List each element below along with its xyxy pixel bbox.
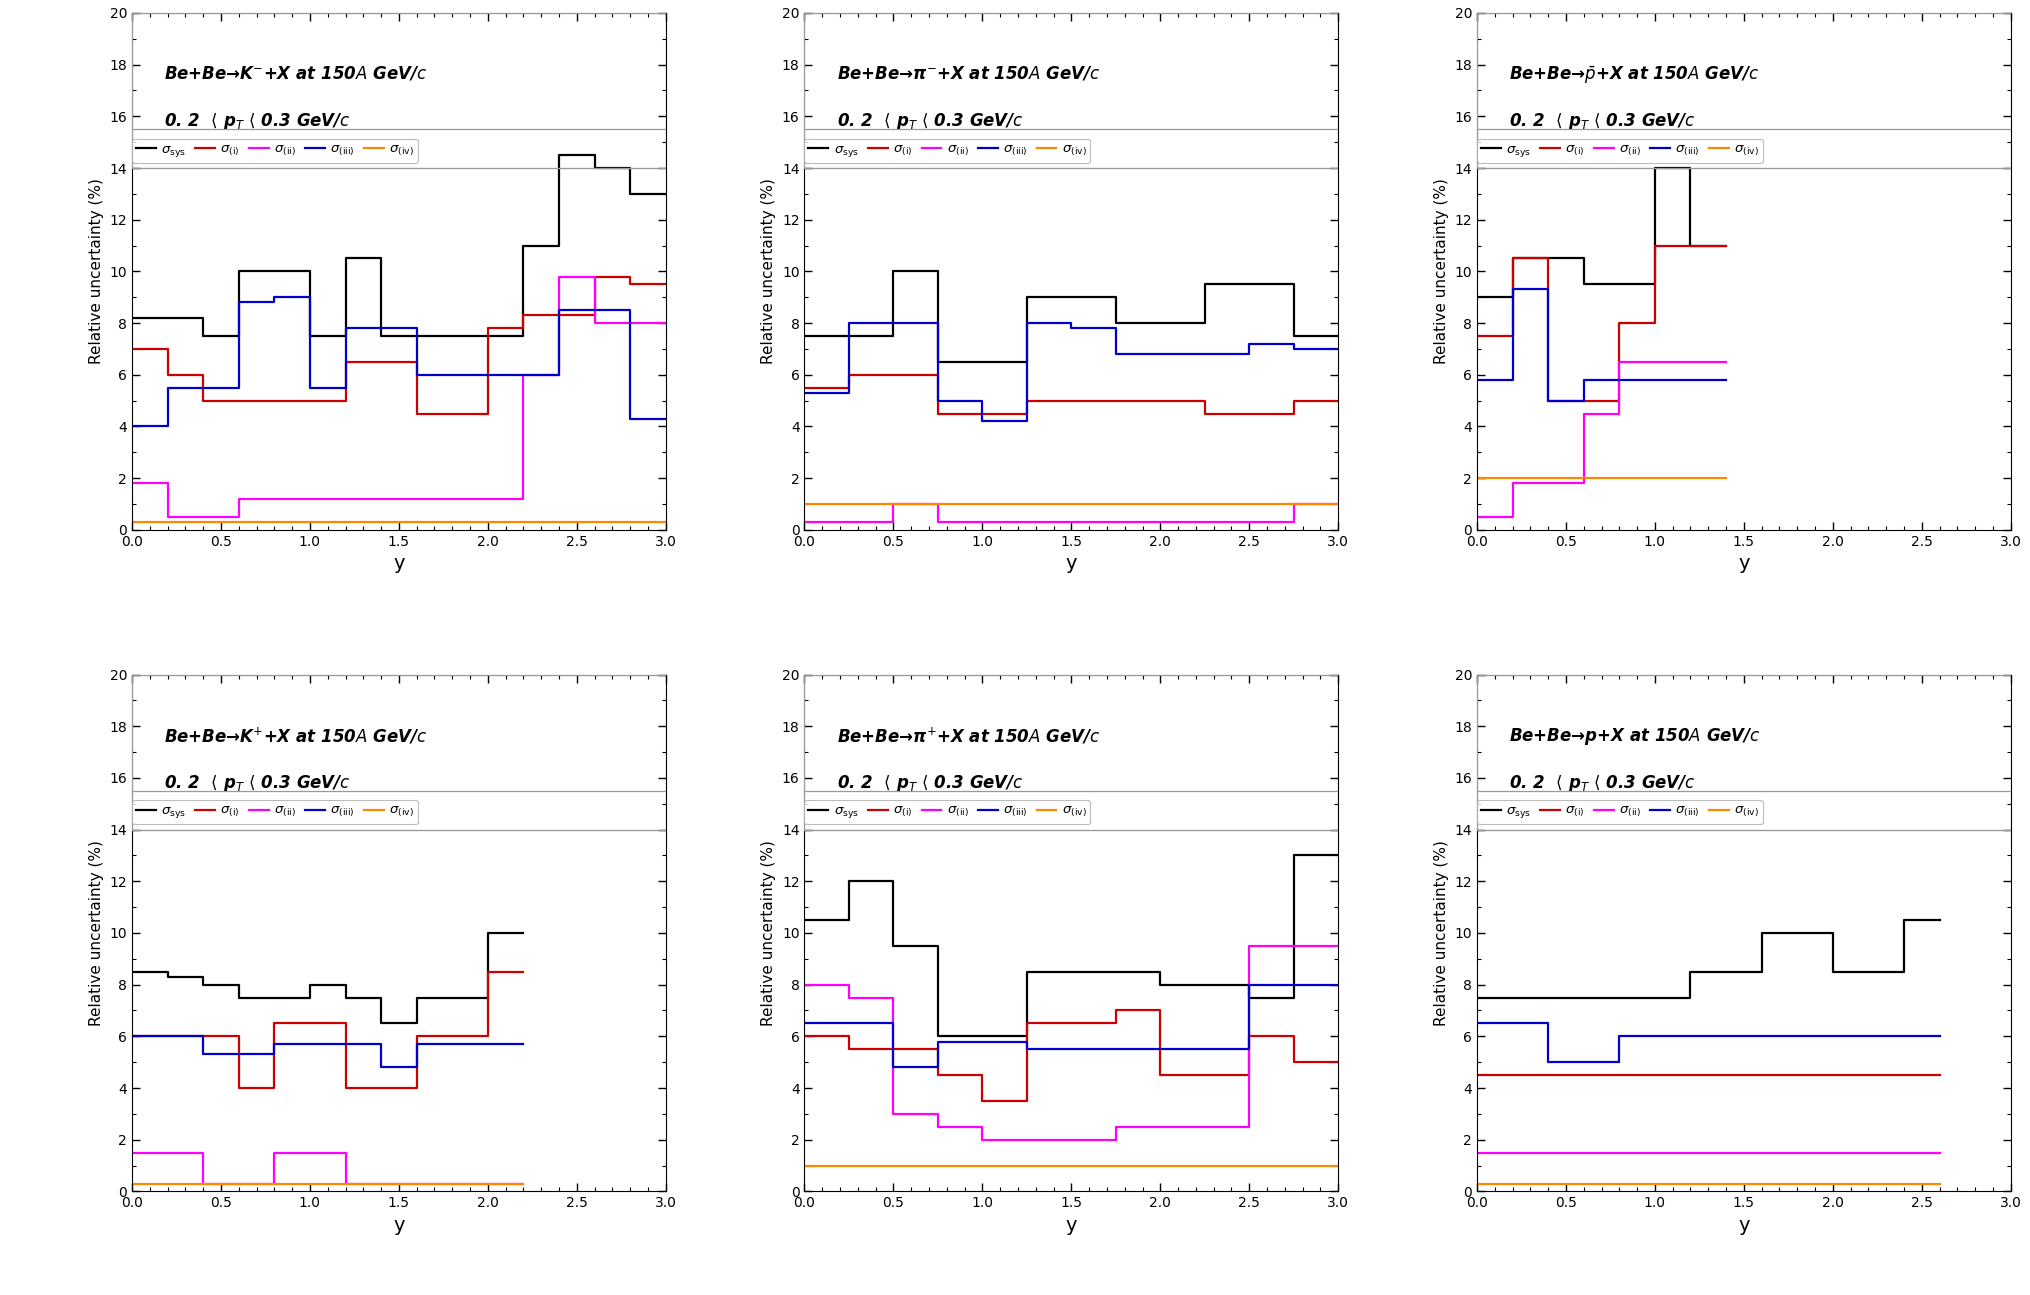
Text: Be+Be→π$^{-}$+X at 150$A$ GeV/$c$: Be+Be→π$^{-}$+X at 150$A$ GeV/$c$ (836, 65, 1100, 83)
X-axis label: y: y (1738, 1216, 1748, 1235)
Legend: $\sigma_{\rm sys}$, $\sigma_{\rm (i)}$, $\sigma_{\rm (ii)}$, $\sigma_{\rm (iii)}: $\sigma_{\rm sys}$, $\sigma_{\rm (i)}$, … (1476, 800, 1762, 825)
Y-axis label: Relative uncertainty (%): Relative uncertainty (%) (761, 179, 775, 364)
X-axis label: y: y (394, 554, 404, 574)
Text: Be+Be→$\bar{p}$+X at 150$A$ GeV/$c$: Be+Be→$\bar{p}$+X at 150$A$ GeV/$c$ (1508, 65, 1758, 85)
Text: Be+Be→K$^{+}$+X at 150$A$ GeV/$c$: Be+Be→K$^{+}$+X at 150$A$ GeV/$c$ (164, 726, 426, 746)
Bar (132, 13, 666, 168)
Y-axis label: Relative uncertainty (%): Relative uncertainty (%) (1433, 840, 1447, 1026)
Text: 0. 2  $\langle$ p$_{T}$ $\langle$ 0.3 GeV/$c$: 0. 2 $\langle$ p$_{T}$ $\langle$ 0.3 GeV… (1508, 773, 1695, 794)
Bar (804, 675, 1338, 830)
Legend: $\sigma_{\rm sys}$, $\sigma_{\rm (i)}$, $\sigma_{\rm (ii)}$, $\sigma_{\rm (iii)}: $\sigma_{\rm sys}$, $\sigma_{\rm (i)}$, … (1476, 139, 1762, 163)
Legend: $\sigma_{\rm sys}$, $\sigma_{\rm (i)}$, $\sigma_{\rm (ii)}$, $\sigma_{\rm (iii)}: $\sigma_{\rm sys}$, $\sigma_{\rm (i)}$, … (132, 139, 418, 163)
Bar (804, 13, 1338, 168)
Y-axis label: Relative uncertainty (%): Relative uncertainty (%) (1433, 179, 1447, 364)
Text: 0. 2  $\langle$ p$_{T}$ $\langle$ 0.3 GeV/$c$: 0. 2 $\langle$ p$_{T}$ $\langle$ 0.3 GeV… (1508, 111, 1695, 132)
X-axis label: y: y (1066, 1216, 1076, 1235)
X-axis label: y: y (1066, 554, 1076, 574)
X-axis label: y: y (394, 1216, 404, 1235)
Text: 0. 2  $\langle$ p$_{T}$ $\langle$ 0.3 GeV/$c$: 0. 2 $\langle$ p$_{T}$ $\langle$ 0.3 GeV… (164, 773, 351, 794)
Text: Be+Be→K$^{-}$+X at 150$A$ GeV/$c$: Be+Be→K$^{-}$+X at 150$A$ GeV/$c$ (164, 65, 426, 83)
Text: Be+Be→p+X at 150$A$ GeV/$c$: Be+Be→p+X at 150$A$ GeV/$c$ (1508, 726, 1760, 747)
Text: Be+Be→π$^{+}$+X at 150$A$ GeV/$c$: Be+Be→π$^{+}$+X at 150$A$ GeV/$c$ (836, 726, 1100, 746)
Y-axis label: Relative uncertainty (%): Relative uncertainty (%) (89, 179, 104, 364)
Bar (1476, 675, 2010, 830)
Text: 0. 2  $\langle$ p$_{T}$ $\langle$ 0.3 GeV/$c$: 0. 2 $\langle$ p$_{T}$ $\langle$ 0.3 GeV… (164, 111, 351, 132)
Legend: $\sigma_{\rm sys}$, $\sigma_{\rm (i)}$, $\sigma_{\rm (ii)}$, $\sigma_{\rm (iii)}: $\sigma_{\rm sys}$, $\sigma_{\rm (i)}$, … (804, 139, 1090, 163)
Bar (1476, 13, 2010, 168)
Y-axis label: Relative uncertainty (%): Relative uncertainty (%) (761, 840, 775, 1026)
Legend: $\sigma_{\rm sys}$, $\sigma_{\rm (i)}$, $\sigma_{\rm (ii)}$, $\sigma_{\rm (iii)}: $\sigma_{\rm sys}$, $\sigma_{\rm (i)}$, … (132, 800, 418, 825)
Text: 0. 2  $\langle$ p$_{T}$ $\langle$ 0.3 GeV/$c$: 0. 2 $\langle$ p$_{T}$ $\langle$ 0.3 GeV… (836, 773, 1023, 794)
Bar (132, 675, 666, 830)
Y-axis label: Relative uncertainty (%): Relative uncertainty (%) (89, 840, 104, 1026)
Legend: $\sigma_{\rm sys}$, $\sigma_{\rm (i)}$, $\sigma_{\rm (ii)}$, $\sigma_{\rm (iii)}: $\sigma_{\rm sys}$, $\sigma_{\rm (i)}$, … (804, 800, 1090, 825)
X-axis label: y: y (1738, 554, 1748, 574)
Text: 0. 2  $\langle$ p$_{T}$ $\langle$ 0.3 GeV/$c$: 0. 2 $\langle$ p$_{T}$ $\langle$ 0.3 GeV… (836, 111, 1023, 132)
